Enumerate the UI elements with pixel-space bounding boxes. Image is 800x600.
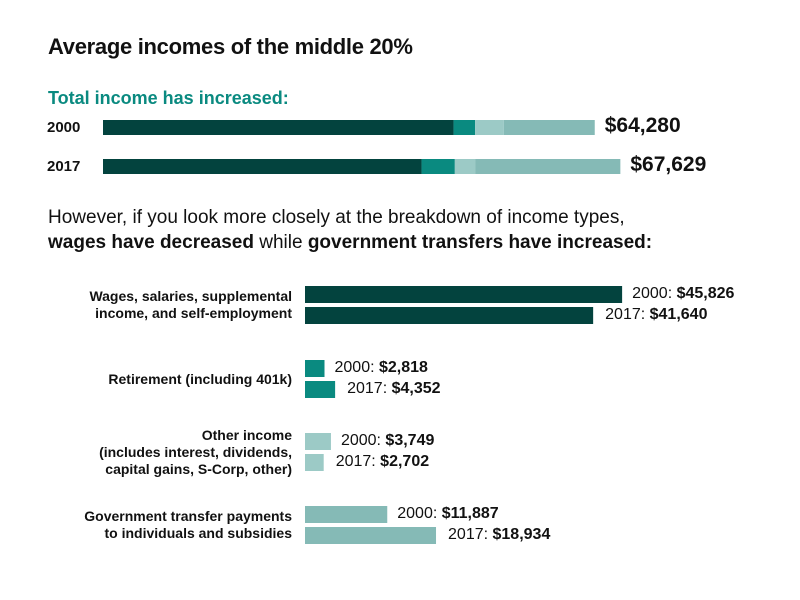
- bar-other-2000: [305, 433, 331, 450]
- category-label: Other income (includes interest, dividend…: [99, 426, 292, 477]
- stacked-segment-other-2017: [454, 159, 476, 174]
- value-label: 2017: $41,640: [605, 306, 708, 323]
- stacked-segment-wages-2017: [103, 159, 422, 174]
- bar-retirement-2000: [305, 360, 325, 377]
- para-line1: However, if you look more closely at the…: [48, 207, 625, 228]
- stacked-segment-retirement-2000: [453, 120, 476, 135]
- category-label: Government transfer payments to individua…: [84, 508, 292, 541]
- year-label: 2000: [47, 119, 81, 136]
- value-label: 2000: $3,749: [340, 432, 435, 449]
- bar-retirement-2017: [305, 381, 336, 398]
- chart-subtitle: Total income has increased:: [48, 88, 289, 108]
- stacked-segment-retirement-2017: [421, 159, 455, 174]
- explanatory-text: However, if you look more closely at the…: [48, 205, 768, 255]
- stacked-segment-government-2017: [475, 159, 621, 174]
- category-label: Wages, salaries, supplemental income, and…: [89, 288, 292, 321]
- total-label: $67,629: [630, 153, 707, 176]
- total-label: $64,280: [604, 114, 681, 137]
- category-label: Retirement (including 401k): [108, 370, 292, 387]
- bar-government-2000: [305, 506, 388, 523]
- bar-wages-2000: [305, 286, 623, 303]
- bar-government-2017: [305, 527, 437, 544]
- stacked-segment-government-2000: [503, 120, 595, 135]
- chart-title: Average incomes of the middle 20%: [48, 34, 413, 59]
- value-label: 2017: $4,352: [347, 380, 441, 397]
- value-label: 2000: $2,818: [334, 359, 428, 376]
- para-bold2: government transfers have increased:: [307, 232, 653, 253]
- year-label: 2017: [47, 158, 81, 175]
- value-label: 2017: $18,934: [448, 526, 551, 543]
- value-label: 2000: $45,826: [632, 285, 735, 302]
- value-label: 2000: $11,887: [397, 505, 499, 522]
- para-bold1: wages have decreased: [48, 232, 254, 253]
- value-label: 2017: $2,702: [335, 453, 430, 470]
- stacked-segment-wages-2000: [103, 120, 454, 135]
- bar-wages-2017: [305, 307, 594, 324]
- stacked-segment-other-2000: [475, 120, 504, 135]
- para-mid: while: [253, 232, 308, 253]
- bar-other-2017: [305, 454, 324, 471]
